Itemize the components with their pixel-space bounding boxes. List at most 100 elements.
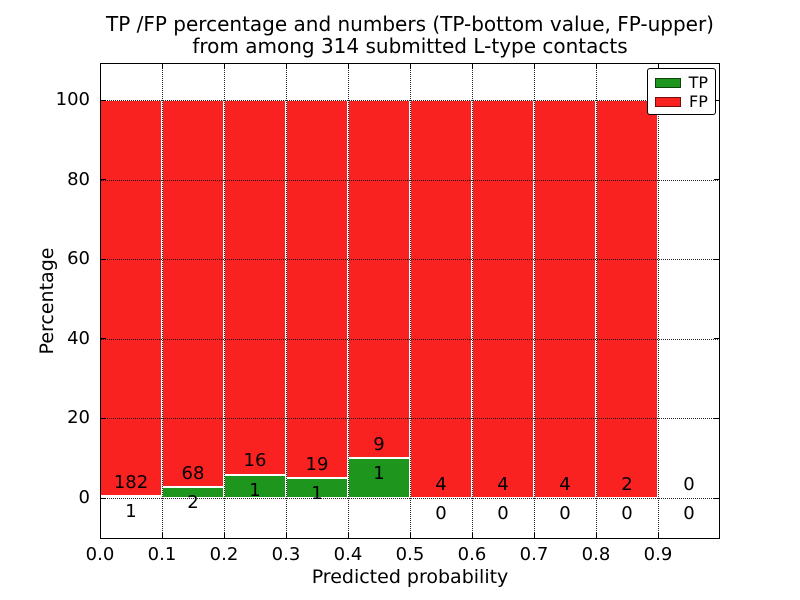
gridline-x-0.5 xyxy=(410,63,411,539)
y-tickmark-right xyxy=(714,497,720,499)
gridline-x-0.4 xyxy=(348,63,349,539)
bar-count-label-tp: 1 xyxy=(373,463,385,485)
bar-count-label-tp: 2 xyxy=(187,491,199,513)
x-tickmark-top xyxy=(533,63,535,69)
bar-segment-fp xyxy=(410,100,472,498)
y-tick-label-40: 40 xyxy=(67,327,90,349)
x-tickmark-top xyxy=(285,63,287,69)
chart-title-line1: TP /FP percentage and numbers (TP-bottom… xyxy=(106,12,714,36)
y-tick-label-60: 60 xyxy=(67,248,90,270)
y-tickmark xyxy=(100,258,106,260)
gridline-y-60 xyxy=(100,259,720,261)
bar-count-label-fp: 0 xyxy=(683,473,695,495)
gridline-y-80 xyxy=(100,179,720,181)
y-tickmark xyxy=(100,417,106,420)
bar-count-label-fp: 9 xyxy=(373,434,385,456)
bar-count-label-tp: 0 xyxy=(621,502,633,524)
x-axis-label: Predicted probability xyxy=(311,566,509,588)
y-tickmark-right xyxy=(714,258,720,260)
gridline-x-0.7 xyxy=(534,63,535,539)
bar-count-label-fp: 4 xyxy=(435,473,447,495)
x-tickmark xyxy=(657,533,659,539)
bar-count-label-fp: 182 xyxy=(113,471,149,493)
bar-count-label-tp: 1 xyxy=(249,479,261,501)
x-tickmark-top xyxy=(223,63,225,69)
gridline-y-20 xyxy=(100,418,720,420)
bar-segment-fp xyxy=(100,100,162,496)
bar-count-label-fp: 19 xyxy=(305,453,329,475)
bar-count-label-fp: 16 xyxy=(243,450,267,472)
gridline-y-100 xyxy=(100,100,720,101)
bar-count-label-tp: 0 xyxy=(497,502,509,524)
x-tickmark-top xyxy=(595,63,597,69)
gridline-x-0.9 xyxy=(658,63,659,539)
bar-count-label-tp: 1 xyxy=(311,483,323,505)
x-tick-label-0.3: 0.3 xyxy=(271,544,301,565)
fp-legend-swatch xyxy=(655,96,681,107)
fp-legend-label: FP xyxy=(689,92,708,111)
x-tickmark xyxy=(223,533,225,539)
bar-segment-fp xyxy=(472,100,534,498)
x-tick-label-0.0: 0.0 xyxy=(85,544,115,565)
bar-count-label-tp: 0 xyxy=(559,502,571,524)
legend-item-fp: FP xyxy=(655,93,708,110)
gridline-x-0.0 xyxy=(100,63,101,539)
chart-title: TP /FP percentage and numbers (TP-bottom… xyxy=(100,13,720,57)
bar-segment-fp xyxy=(596,100,658,498)
y-tick-label-100: 100 xyxy=(55,89,90,110)
plot-area: 182 1 68 2 16 1 19 1 9 1 4 0 4 0 4 0 2 0 0 0 xyxy=(99,63,720,539)
chart-title-line2: from among 314 submitted L-type contacts xyxy=(192,34,628,58)
x-tickmark xyxy=(99,533,101,539)
x-tick-label-0.1: 0.1 xyxy=(147,544,177,565)
y-tick-label-80: 80 xyxy=(67,168,90,190)
y-tickmark-right xyxy=(714,99,720,101)
x-tickmark xyxy=(595,533,597,539)
bar-segment-fp xyxy=(348,100,410,459)
legend: TP FP xyxy=(647,68,716,115)
y-tickmark-right xyxy=(714,338,720,340)
x-tickmark-top xyxy=(657,63,659,69)
x-tickmark xyxy=(471,533,473,539)
x-tick-label-0.8: 0.8 xyxy=(581,544,611,565)
x-tickmark xyxy=(285,533,287,539)
x-tickmark-top xyxy=(347,63,349,69)
x-tick-label-0.5: 0.5 xyxy=(395,544,425,565)
gridline-x-0.3 xyxy=(286,63,287,539)
gridline-x-0.8 xyxy=(596,63,597,539)
bar-count-label-fp: 4 xyxy=(559,473,571,495)
y-tickmark xyxy=(100,338,106,340)
tp-legend-label: TP xyxy=(688,73,708,92)
bar-segment-fp xyxy=(534,100,596,498)
bar-segment-fp xyxy=(286,100,348,479)
x-tick-label-0.2: 0.2 xyxy=(209,544,239,565)
bar-count-label-fp: 68 xyxy=(181,462,205,484)
x-tickmark-top xyxy=(471,63,473,69)
bar-count-label-tp: 1 xyxy=(125,500,137,522)
x-tick-label-0.6: 0.6 xyxy=(457,544,487,565)
gridline-x-0.2 xyxy=(224,63,225,539)
gridline-x-0.1 xyxy=(162,63,163,539)
bar-count-label-tp: 0 xyxy=(683,502,695,524)
bar-count-label-tp: 0 xyxy=(435,502,447,524)
y-tickmark-right xyxy=(714,417,720,420)
tp-legend-swatch xyxy=(655,77,681,88)
bar-count-label-fp: 2 xyxy=(621,473,633,495)
x-tick-label-0.9: 0.9 xyxy=(643,544,673,565)
x-tickmark-top xyxy=(409,63,411,69)
gridline-x-0.6 xyxy=(472,63,473,539)
legend-item-tp: TP xyxy=(655,74,708,91)
bar-segment-fp xyxy=(162,100,224,487)
x-tickmark-top xyxy=(99,63,101,69)
x-tickmark xyxy=(409,533,411,539)
x-tickmark xyxy=(161,533,163,539)
bar-count-label-fp: 4 xyxy=(497,473,509,495)
y-tickmark xyxy=(100,179,106,181)
gridline-y-0 xyxy=(100,498,720,499)
x-tickmark xyxy=(347,533,349,539)
bar-segment-fp xyxy=(224,100,286,475)
x-tick-label-0.4: 0.4 xyxy=(333,544,363,565)
y-tick-label-0: 0 xyxy=(78,487,90,508)
x-tickmark-top xyxy=(161,63,163,69)
y-tickmark xyxy=(100,99,106,101)
